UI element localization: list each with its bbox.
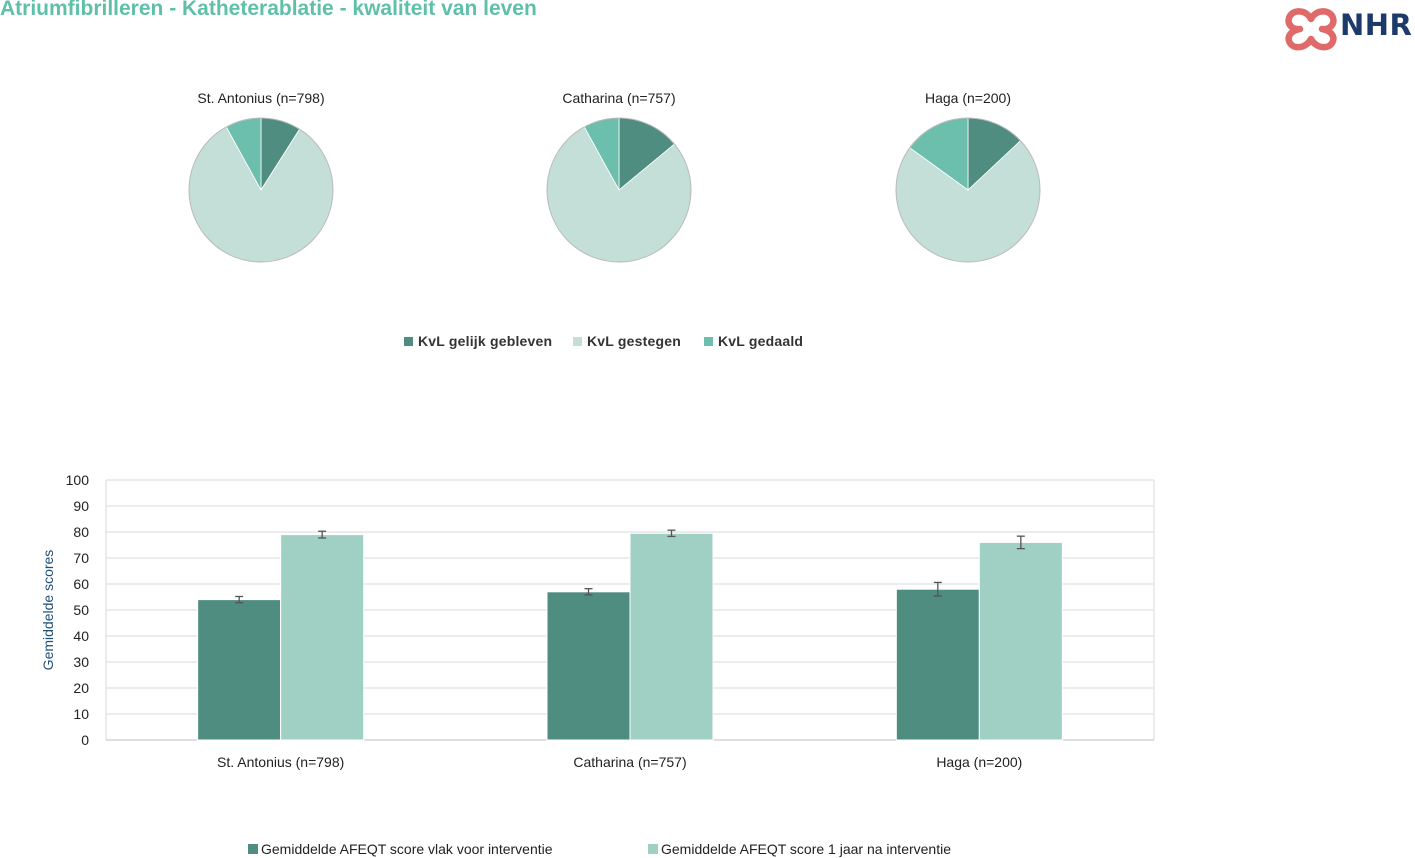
bar-legend-swatch bbox=[648, 844, 658, 854]
pie-legend-label: KvL gelijk gebleven bbox=[418, 333, 552, 349]
pie-legend-swatch bbox=[573, 337, 582, 346]
y-tick-label: 100 bbox=[66, 472, 90, 488]
y-tick-label: 40 bbox=[73, 628, 89, 644]
pie-title: Haga (n=200) bbox=[925, 90, 1011, 106]
bar bbox=[197, 599, 282, 741]
bar bbox=[546, 591, 631, 741]
pie-title: Catharina (n=757) bbox=[562, 90, 675, 106]
bar bbox=[895, 588, 980, 741]
pie-outline bbox=[895, 117, 1041, 263]
pie-outline bbox=[188, 117, 334, 263]
bar bbox=[978, 541, 1063, 741]
pie-legend-label: KvL gestegen bbox=[587, 333, 681, 349]
y-tick-label: 0 bbox=[81, 732, 89, 748]
x-tick-label: St. Antonius (n=798) bbox=[217, 754, 344, 770]
bar-legend-label: Gemiddelde AFEQT score 1 jaar na interve… bbox=[661, 841, 951, 857]
logo-text: NHR bbox=[1340, 8, 1413, 42]
bar-legend-label: Gemiddelde AFEQT score vlak voor interve… bbox=[261, 841, 553, 857]
pie-title: St. Antonius (n=798) bbox=[197, 90, 324, 106]
y-tick-label: 10 bbox=[73, 706, 89, 722]
y-tick-label: 60 bbox=[73, 576, 89, 592]
bar-chart: 0 10 20 30 40 50 60 70 80 90 100 Gemiddelde scores S… bbox=[40, 472, 1155, 857]
y-tick-label: 20 bbox=[73, 680, 89, 696]
pie-outline bbox=[546, 117, 692, 263]
pie-legend-swatch bbox=[704, 337, 713, 346]
heart-logo-icon bbox=[1285, 8, 1337, 51]
bar bbox=[280, 534, 365, 741]
y-tick-label: 50 bbox=[73, 602, 89, 618]
pie-charts: St. Antonius (n=798) Catharina (n=757) Hag… bbox=[188, 90, 1041, 349]
nhr-logo: NHR bbox=[1284, 5, 1415, 53]
pie-legend-label: KvL gedaald bbox=[718, 333, 803, 349]
x-tick-label: Catharina (n=757) bbox=[573, 754, 686, 770]
y-tick-label: 80 bbox=[73, 524, 89, 540]
y-tick-label: 90 bbox=[73, 498, 89, 514]
pie-legend-swatch bbox=[404, 337, 413, 346]
bar-legend-swatch bbox=[248, 844, 258, 854]
page-title: Atriumfibrilleren - Katheterablatie - kw… bbox=[0, 0, 537, 20]
y-axis-label: Gemiddelde scores bbox=[40, 550, 56, 671]
y-tick-label: 70 bbox=[73, 550, 89, 566]
y-tick-label: 30 bbox=[73, 654, 89, 670]
bar bbox=[629, 532, 714, 741]
x-tick-label: Haga (n=200) bbox=[936, 754, 1022, 770]
